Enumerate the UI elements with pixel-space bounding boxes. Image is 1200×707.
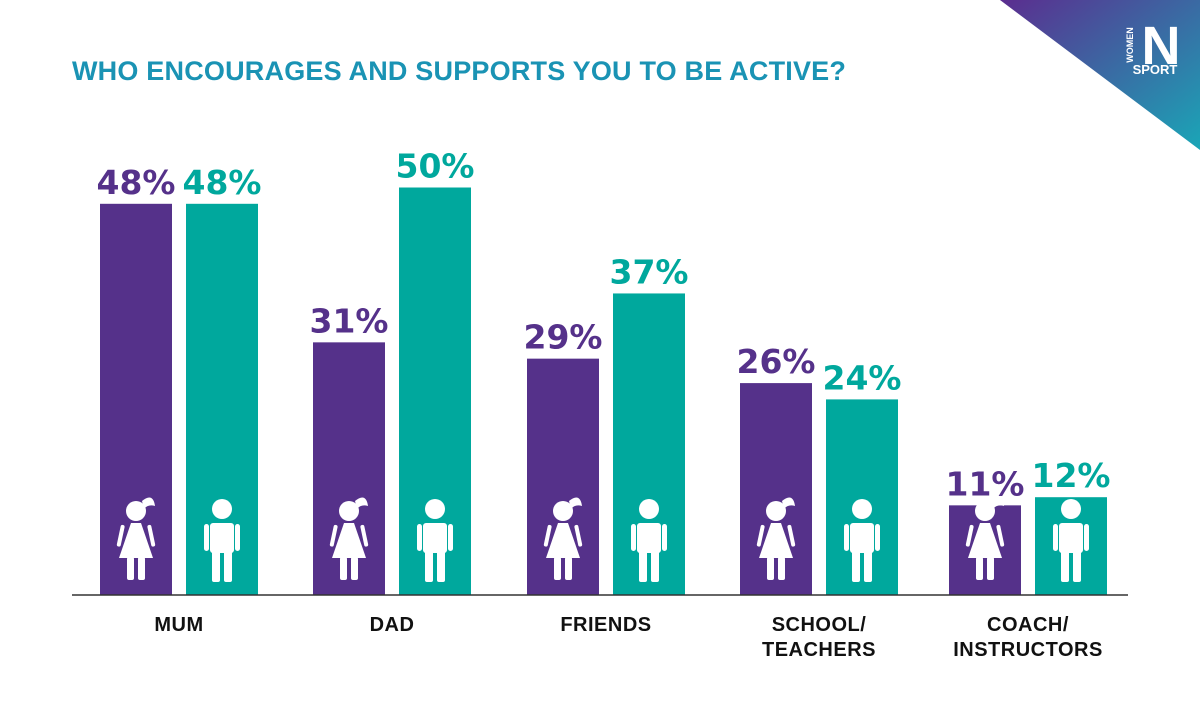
value-label-girls-1: 31% [310, 301, 389, 340]
value-label-boys-3: 24% [823, 358, 902, 397]
bar-group-boys-4: 12% [1032, 456, 1111, 595]
value-label-girls-4: 11% [946, 464, 1025, 503]
category-label-2-0: FRIENDS [560, 614, 651, 636]
value-label-boys-1: 50% [396, 147, 475, 186]
category-label-0-0: MUM [154, 614, 203, 636]
boy-figure-icon [204, 499, 240, 582]
category-label-1-0: DAD [370, 614, 415, 636]
category-label-4-0: COACH/ [987, 614, 1069, 636]
girl-figure-icon [965, 497, 1005, 580]
logo-word-sport: SPORT [1133, 62, 1178, 77]
bar-group-boys-3: 24% [823, 358, 902, 595]
value-label-girls-2: 29% [524, 318, 603, 357]
bar-group-girls-2: 29% [524, 318, 603, 595]
category-label-3-1: TEACHERS [762, 639, 876, 661]
bar-girls-2 [527, 358, 599, 595]
category-label-3-0: SCHOOL/ [772, 614, 867, 636]
women-in-sport-logo[interactable]: WOMEN N SPORT [1125, 15, 1185, 77]
bar-girls-3 [740, 383, 812, 595]
value-label-boys-4: 12% [1032, 456, 1111, 495]
boy-figure-icon [631, 499, 667, 582]
bar-group-boys-0: 48% [183, 163, 262, 596]
girl-figure-icon [116, 497, 156, 580]
logo-letter-n: N [1142, 16, 1181, 76]
girl-figure-icon [543, 497, 583, 580]
value-label-boys-2: 37% [610, 252, 689, 291]
bar-boys-3 [826, 399, 898, 595]
bar-group-boys-2: 37% [610, 252, 689, 595]
girl-figure-icon [756, 497, 796, 580]
logo-word-women: WOMEN [1125, 27, 1135, 63]
bar-group-girls-4: 11% [946, 464, 1025, 595]
boy-figure-icon [417, 499, 453, 582]
bar-group-girls-0: 48% [97, 163, 176, 596]
bar-group-girls-3: 26% [737, 342, 816, 595]
boy-figure-icon [1053, 499, 1089, 582]
bar-group-boys-1: 50% [396, 147, 475, 595]
value-label-girls-3: 26% [737, 342, 816, 381]
boy-figure-icon [844, 499, 880, 582]
chart-title: WHO ENCOURAGES AND SUPPORTS YOU TO BE AC… [72, 56, 847, 86]
value-label-boys-0: 48% [183, 163, 262, 202]
girl-figure-icon [329, 497, 369, 580]
value-label-girls-0: 48% [97, 163, 176, 202]
bar-group-girls-1: 31% [310, 301, 389, 595]
category-label-4-1: INSTRUCTORS [953, 639, 1103, 661]
